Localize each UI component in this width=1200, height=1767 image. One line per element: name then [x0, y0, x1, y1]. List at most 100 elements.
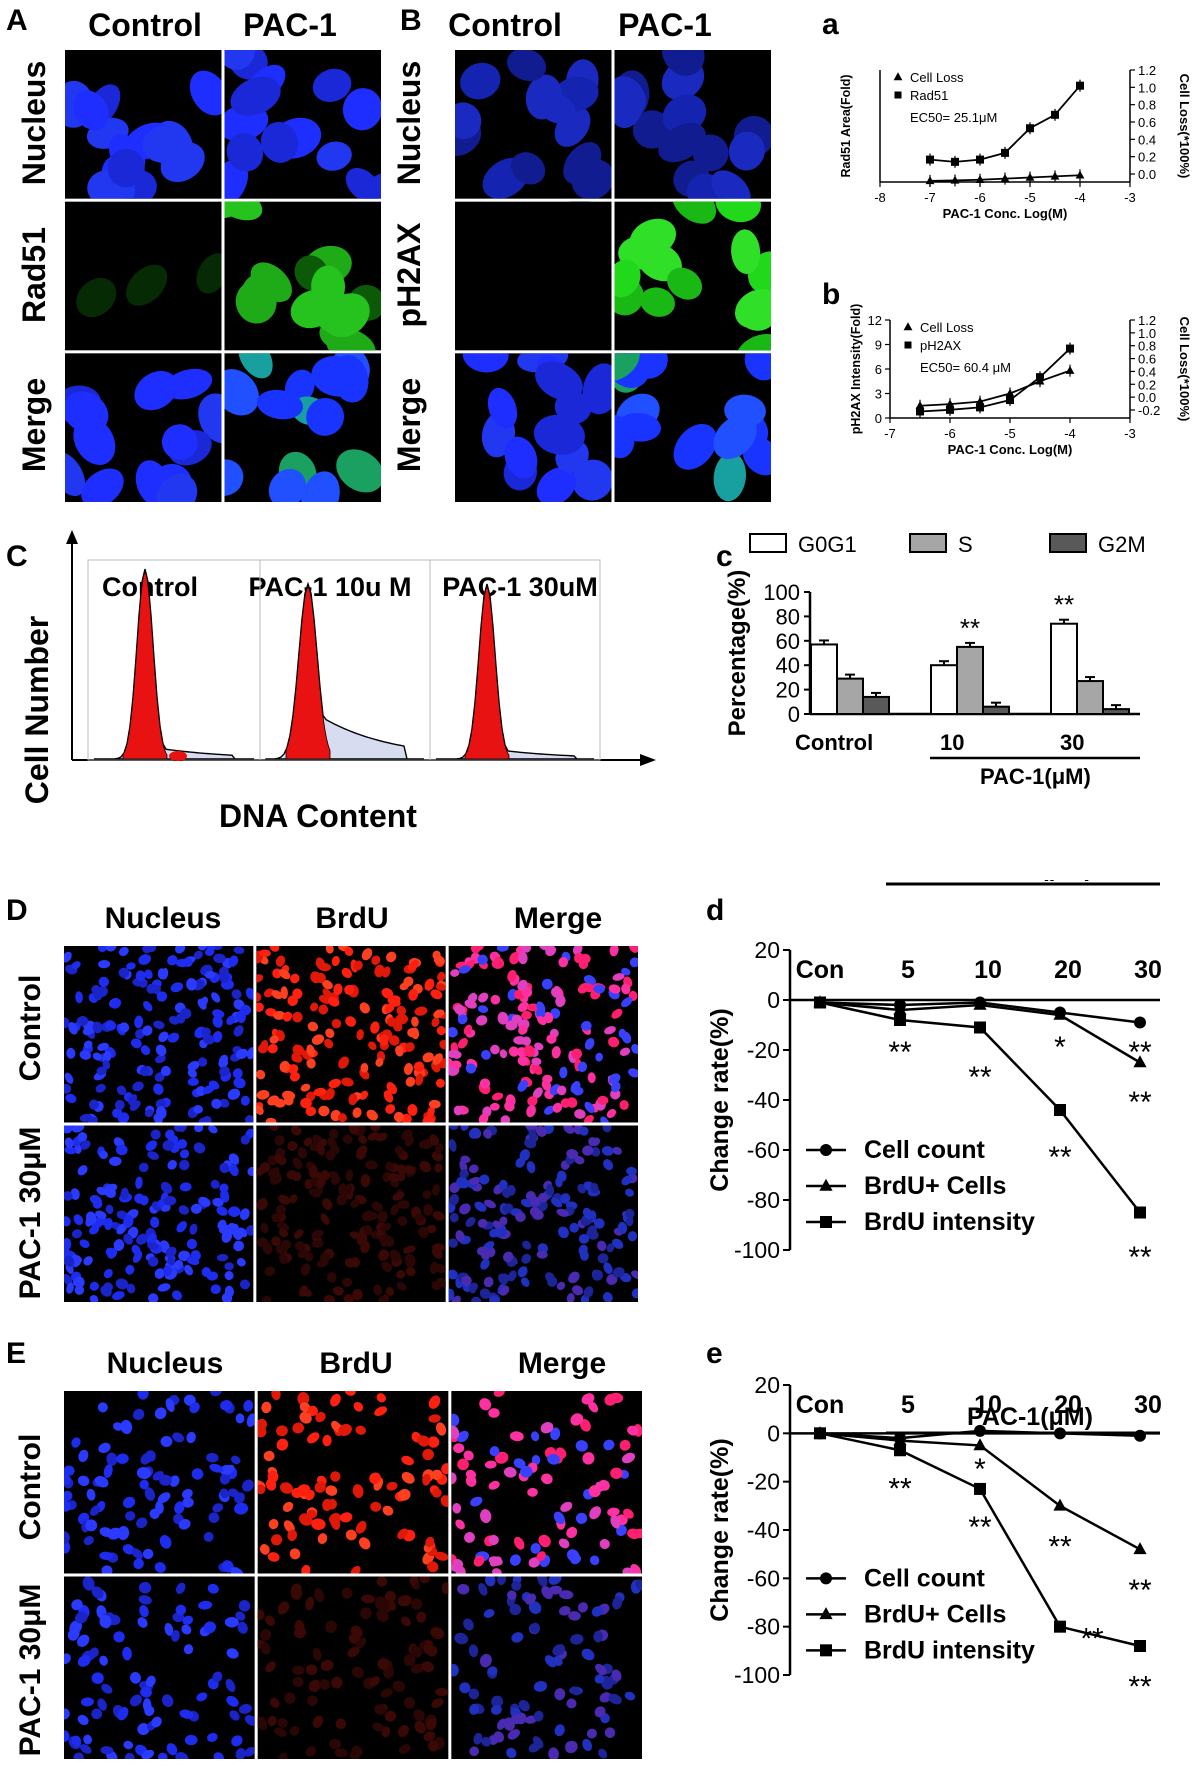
cell-nucleus	[405, 1257, 416, 1268]
cell-nucleus	[65, 1093, 77, 1104]
cell-nucleus	[619, 1100, 629, 1110]
cell-nucleus	[451, 1295, 461, 1302]
cell-nucleus	[578, 1233, 590, 1244]
cell-nucleus	[529, 1622, 541, 1634]
data-point	[975, 174, 985, 183]
cell-nucleus	[98, 1442, 111, 1454]
cell-nucleus	[247, 1166, 254, 1177]
cell-nucleus	[260, 1222, 269, 1234]
cell-nucleus	[434, 1263, 446, 1274]
cell-nucleus	[218, 1054, 229, 1066]
cell-nucleus	[523, 1045, 536, 1057]
cell-nucleus	[269, 946, 280, 952]
cell-nucleus	[157, 1199, 166, 1208]
data-point	[973, 1438, 987, 1451]
cell-nucleus	[582, 1145, 594, 1156]
cell-nucleus	[489, 1102, 500, 1111]
cell-nucleus	[517, 1001, 529, 1012]
bar	[1102, 708, 1130, 715]
cell-nucleus	[427, 1561, 439, 1573]
cell-nucleus	[256, 1197, 268, 1211]
cell-nucleus	[344, 1258, 356, 1268]
legend-marker	[820, 1572, 832, 1585]
cell-nucleus	[246, 1413, 255, 1427]
cell-nucleus	[534, 1042, 544, 1051]
cell-nucleus	[226, 1695, 239, 1707]
cell-nucleus	[118, 967, 130, 978]
cell-nucleus	[98, 960, 111, 969]
cell-nucleus	[432, 1053, 443, 1065]
cell-nucleus	[197, 946, 207, 951]
cell-nucleus	[235, 1611, 246, 1621]
cell-nucleus	[299, 1285, 309, 1297]
cell-nucleus	[139, 1605, 149, 1618]
y2-tick-label: 0.8	[1138, 339, 1156, 354]
cell-nucleus	[211, 1098, 222, 1109]
cell-nucleus	[468, 1644, 479, 1658]
cell-nucleus	[299, 1411, 312, 1424]
cell-nucleus	[591, 1137, 601, 1147]
cell-nucleus	[331, 1676, 343, 1689]
cell-nucleus	[530, 1431, 540, 1442]
cell-nucleus	[324, 1088, 335, 1100]
cell-nucleus	[85, 1519, 98, 1532]
cell-nucleus	[404, 1042, 415, 1052]
cell-nucleus	[171, 1630, 180, 1642]
cell-nucleus	[300, 1097, 312, 1109]
cell-nucleus	[586, 1228, 599, 1240]
cell-nucleus	[208, 1512, 220, 1524]
y2-tick-label: 0.8	[1138, 98, 1156, 113]
col-label-brdu: BrdU	[319, 1347, 392, 1380]
cell-nucleus	[601, 1146, 614, 1156]
cell-nucleus	[259, 949, 271, 957]
cell-nucleus	[629, 218, 677, 258]
cell-nucleus	[380, 1688, 393, 1698]
cell-nucleus	[595, 1052, 603, 1062]
cell-nucleus	[457, 1583, 470, 1595]
cell-nucleus	[327, 1272, 337, 1283]
cell-nucleus	[737, 334, 771, 351]
cell-nucleus	[553, 1511, 565, 1525]
cell-nucleus	[154, 1407, 167, 1420]
cell-nucleus	[230, 1567, 244, 1574]
cell-nucleus	[627, 1425, 639, 1436]
cell-nucleus	[494, 1451, 509, 1464]
cell-nucleus	[574, 1155, 585, 1165]
cell-nucleus	[497, 1718, 507, 1730]
cell-nucleus	[632, 1528, 643, 1539]
cell-nucleus	[614, 81, 644, 129]
category-label: Control	[795, 730, 873, 755]
cell-nucleus	[150, 1216, 160, 1228]
cell-nucleus	[218, 971, 230, 983]
cell-nucleus	[414, 1006, 428, 1016]
cell-nucleus	[269, 1125, 279, 1132]
cell-nucleus	[201, 1267, 211, 1278]
cell-nucleus	[478, 1113, 489, 1123]
cell-nucleus	[509, 952, 521, 965]
cell-nucleus	[88, 1116, 98, 1123]
cells	[256, 946, 446, 1123]
cell-nucleus	[269, 1035, 279, 1044]
cell-nucleus	[311, 1034, 325, 1045]
cell-nucleus	[176, 1221, 187, 1233]
cell-nucleus	[160, 1436, 173, 1447]
cell-nucleus	[190, 1203, 202, 1214]
cell-nucleus	[558, 1538, 570, 1549]
cell-nucleus	[139, 1195, 149, 1206]
cell-nucleus	[428, 1395, 441, 1409]
cell-nucleus	[567, 201, 606, 239]
cell-nucleus	[392, 1191, 405, 1201]
cell-nucleus	[355, 1520, 367, 1534]
cell-nucleus	[289, 1548, 301, 1560]
cell-nucleus	[282, 1501, 294, 1512]
cell-nucleus	[92, 1199, 103, 1209]
cell-nucleus	[507, 1729, 520, 1740]
cell-nucleus	[320, 1659, 334, 1672]
cell-nucleus	[297, 1147, 308, 1159]
cell-nucleus	[227, 1088, 241, 1100]
data-point	[1006, 396, 1014, 405]
cell-nucleus	[583, 1286, 594, 1298]
cell-nucleus	[138, 954, 151, 965]
cell-nucleus	[73, 1214, 84, 1226]
cell-nucleus	[213, 1752, 224, 1759]
